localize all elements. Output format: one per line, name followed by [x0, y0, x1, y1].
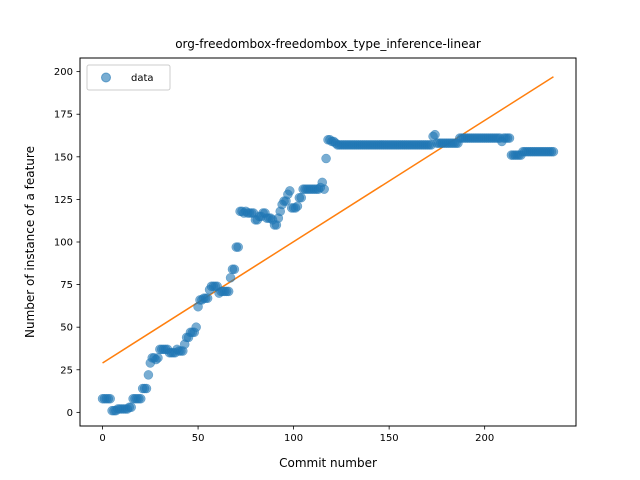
data-point: [430, 129, 440, 140]
data-point: [225, 273, 236, 283]
x-axis-label: Commit number: [279, 456, 377, 470]
data-point: [153, 353, 163, 363]
x-tick-label: 200: [475, 433, 494, 444]
data-point: [296, 192, 307, 203]
data-point: [292, 201, 303, 211]
axes-background: [80, 58, 576, 426]
x-tick-label: 150: [380, 433, 399, 444]
y-tick-label: 75: [60, 280, 73, 291]
y-tick-label: 50: [60, 323, 73, 334]
data-point: [321, 153, 331, 164]
data-point: [223, 286, 234, 297]
chart-title: org-freedombox-freedombox_type_inference…: [175, 37, 481, 51]
data-point: [319, 184, 329, 194]
y-axis-ticks: 0 25 50 75 100 125 150 175 200: [54, 67, 80, 419]
data-point: [548, 146, 559, 157]
fit-line-layer: [102, 76, 554, 364]
data-point: [191, 322, 201, 332]
y-axis-label: Number of instance of a feature: [23, 146, 37, 338]
legend-marker-data: [101, 72, 111, 83]
data-points-layer: [97, 129, 559, 416]
x-axis-ticks: 0 50 100 150 200: [99, 426, 494, 444]
data-point: [504, 133, 515, 143]
x-tick-label: 50: [192, 433, 205, 444]
legend: data: [86, 64, 171, 91]
plot-area: [79, 57, 577, 427]
y-tick-label: 175: [54, 110, 73, 121]
legend-box: [86, 64, 171, 91]
data-point: [202, 293, 213, 303]
data-point: [105, 393, 115, 404]
data-point: [141, 383, 152, 394]
y-tick-label: 100: [54, 238, 73, 249]
data-point: [126, 402, 136, 413]
data-point: [143, 370, 154, 380]
y-tick-label: 200: [54, 67, 73, 78]
x-tick-label: 100: [284, 433, 303, 444]
y-tick-label: 25: [60, 365, 73, 376]
legend-label-data: data: [131, 73, 154, 84]
y-tick-label: 150: [54, 152, 73, 163]
linear-fit-line: [102, 76, 554, 364]
x-tick-label: 0: [99, 433, 105, 444]
data-point: [233, 242, 243, 252]
data-point: [285, 186, 295, 196]
y-tick-label: 0: [67, 408, 73, 419]
data-point: [136, 393, 146, 404]
data-point: [229, 264, 240, 275]
y-tick-label: 125: [54, 195, 73, 206]
